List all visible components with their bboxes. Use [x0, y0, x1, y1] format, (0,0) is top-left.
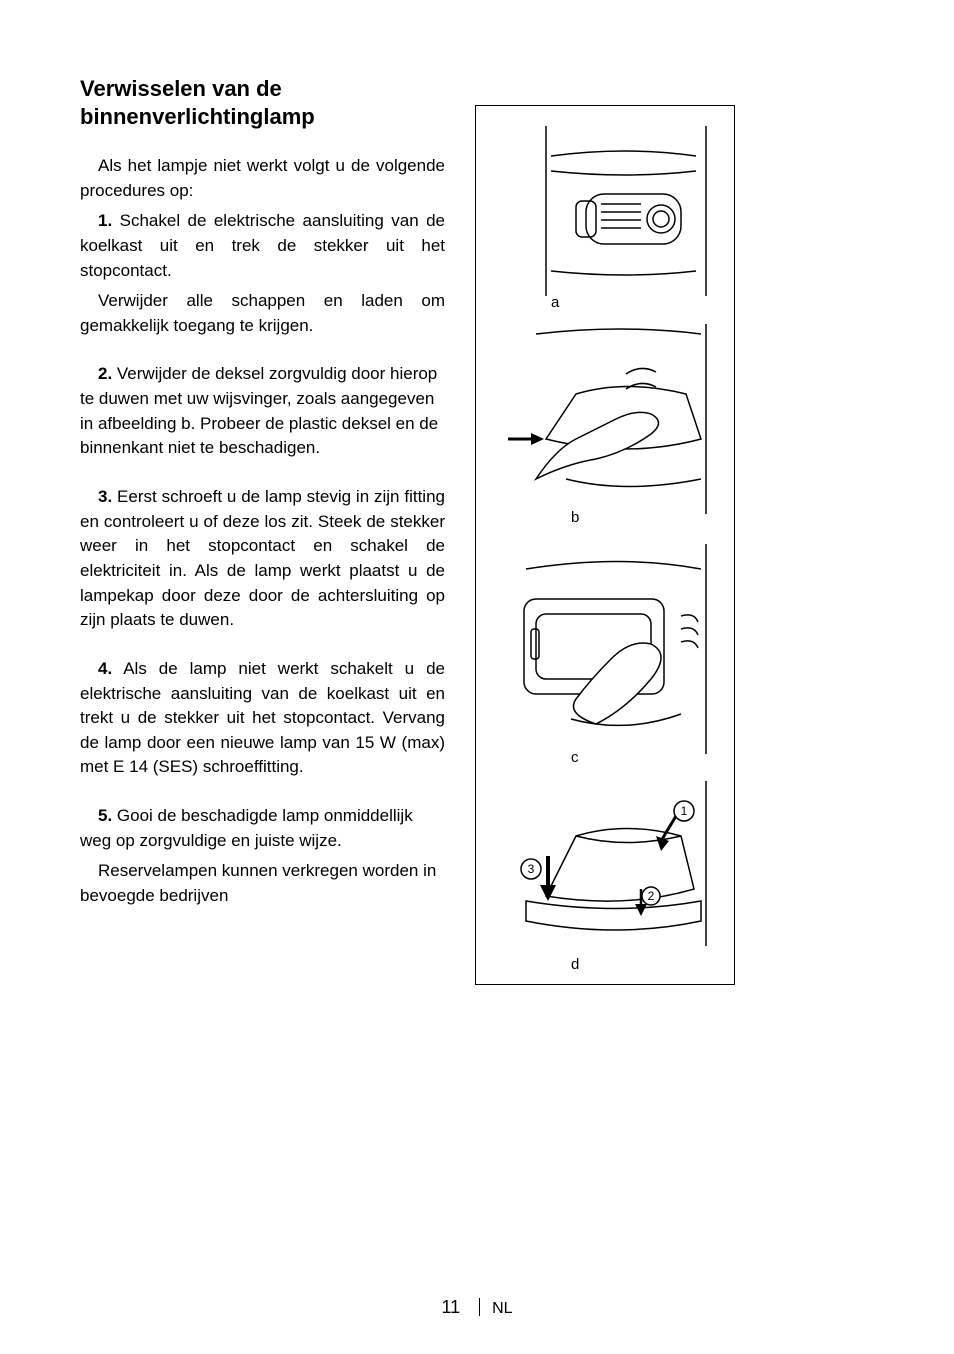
panel-d-svg: 1 2 3	[476, 781, 736, 981]
step-1-text: Schakel de elektrische aansluiting van d…	[80, 211, 445, 279]
step-3-num: 3.	[98, 487, 112, 506]
step-3-text: Eerst schroeft u de lamp stevig in zijn …	[80, 487, 445, 629]
footer-divider	[479, 1298, 480, 1316]
step-5-num: 5.	[98, 806, 112, 825]
callout-1: 1	[681, 804, 688, 818]
step-5-text: Gooi de beschadigde lamp onmiddellijk we…	[80, 806, 413, 850]
page-footer: 11 NL	[0, 1297, 954, 1318]
label-d: d	[571, 956, 579, 973]
diagram-column: a	[475, 105, 735, 985]
panel-a: a	[476, 116, 734, 306]
callout-3: 3	[528, 862, 535, 876]
callout-2: 2	[648, 889, 655, 903]
step-5b: Reservelampen kunnen verkregen worden in…	[80, 859, 445, 908]
panel-b-svg	[476, 324, 736, 524]
panel-d: 1 2 3 d	[476, 781, 734, 981]
step-1: 1. Schakel de elektrische aansluiting va…	[80, 209, 445, 283]
step-3: 3. Eerst schroeft u de lamp stevig in zi…	[80, 485, 445, 633]
intro-paragraph: Als het lampje niet werkt volgt u de vol…	[80, 154, 445, 203]
step-1-num: 1.	[98, 211, 112, 230]
text-column: Verwisselen van de binnenverlichtinglamp…	[80, 75, 445, 985]
step-2-num: 2.	[98, 364, 112, 383]
page: Verwisselen van de binnenverlichtinglamp…	[0, 0, 954, 1354]
diagram-box: a	[475, 105, 735, 985]
content-row: Verwisselen van de binnenverlichtinglamp…	[80, 75, 874, 985]
label-a: a	[551, 294, 559, 311]
panel-c: c	[476, 544, 734, 764]
page-number: 11	[441, 1297, 460, 1317]
step-1b: Verwijder alle schappen en laden om gema…	[80, 289, 445, 338]
step-4-num: 4.	[98, 659, 112, 678]
step-4: 4. Als de lamp niet werkt schakelt u de …	[80, 657, 445, 780]
step-2-text: Verwijder de deksel zorgvuldig door hier…	[80, 364, 438, 457]
panel-c-svg	[476, 544, 736, 764]
label-c: c	[571, 749, 579, 766]
heading: Verwisselen van de binnenverlichtinglamp	[80, 75, 445, 130]
step-2: 2. Verwijder de deksel zorgvuldig door h…	[80, 362, 445, 461]
label-b: b	[571, 509, 579, 526]
page-lang: NL	[492, 1300, 512, 1317]
panel-b: b	[476, 324, 734, 524]
panel-a-svg	[476, 116, 736, 306]
step-4-text: Als de lamp niet werkt schakelt u de ele…	[80, 659, 445, 777]
step-5: 5. Gooi de beschadigde lamp onmiddellijk…	[80, 804, 445, 853]
